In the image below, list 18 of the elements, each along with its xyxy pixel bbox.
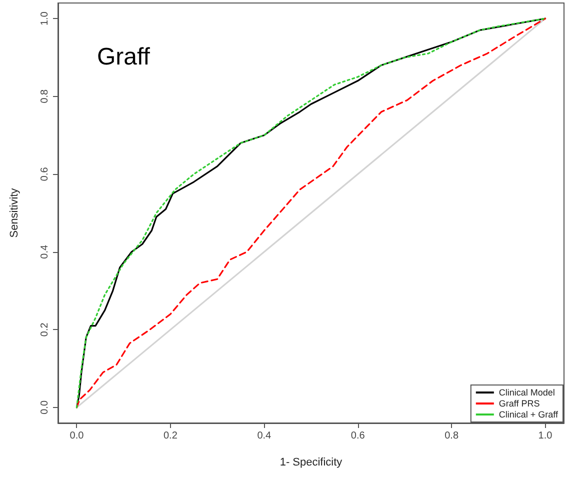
x-tick-label: 0.0 <box>70 430 84 442</box>
y-tick-label: 0.2 <box>40 322 50 337</box>
x-axis-title: 1- Specificity <box>280 456 343 468</box>
x-tick-label: 1.0 <box>538 430 553 442</box>
y-tick-label: 0.8 <box>40 88 50 104</box>
x-tick-label: 0.8 <box>444 430 459 442</box>
y-tick-label: 1.0 <box>40 11 50 26</box>
x-tick-label: 0.6 <box>350 430 366 442</box>
legend-label: Graff PRS <box>498 398 540 408</box>
y-axis-title: Sensitivity <box>8 188 20 238</box>
y-tick-label: 0.6 <box>40 166 50 182</box>
annotation: Graff <box>97 44 150 70</box>
y-tick-label: 0.4 <box>40 244 50 259</box>
x-tick-label: 0.2 <box>163 430 178 442</box>
y-tick-label: 0.0 <box>40 400 50 414</box>
legend-label: Clinical + Graff <box>498 410 558 420</box>
x-tick-label: 0.4 <box>257 430 272 442</box>
legend-label: Clinical Model <box>498 388 555 398</box>
